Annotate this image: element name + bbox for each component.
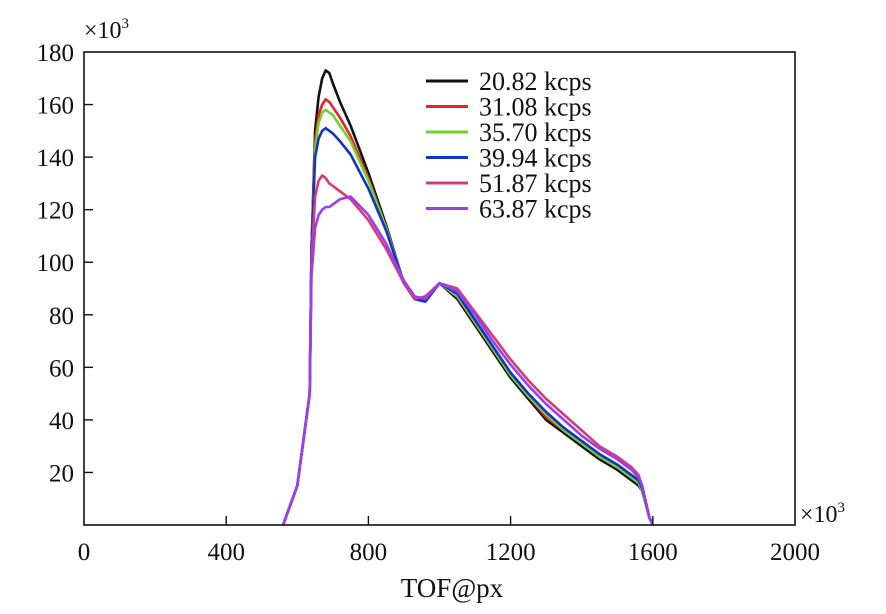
- y-tick-label: 60: [49, 355, 74, 382]
- series-line-3: [281, 108, 654, 526]
- series-line-5: [281, 174, 654, 526]
- series-line-4: [281, 126, 654, 526]
- x-tick-label: 1600: [628, 539, 678, 566]
- y-axis-multiplier: ×103: [84, 16, 129, 44]
- x-tick-label: 2000: [770, 539, 820, 566]
- x-tick-label: 800: [350, 539, 388, 566]
- y-tick-label: 20: [49, 460, 74, 487]
- y-tick-label: 80: [49, 303, 74, 330]
- legend-label: 63.87 kcps: [479, 195, 592, 224]
- y-tick-label: 180: [37, 40, 75, 67]
- y-tick-label: 160: [37, 93, 75, 120]
- plot-frame: [83, 51, 796, 526]
- y-tick-label: 140: [37, 145, 75, 172]
- x-axis-multiplier: ×103: [800, 500, 845, 528]
- x-tick-label: 400: [207, 539, 245, 566]
- series-line-6: [281, 195, 654, 526]
- y-tick-label: 120: [37, 198, 75, 225]
- axis-ticks: 0 400 800 1200 1600 2000 20 40 60 80 100 120 140 160 1…: [37, 40, 821, 566]
- x-axis-title: TOF@px: [401, 573, 504, 603]
- legend-label: 35.70 kcps: [479, 118, 592, 147]
- legend-label: 51.87 kcps: [479, 169, 592, 198]
- x-tick-label: 1200: [486, 539, 536, 566]
- legend-label: 20.82 kcps: [479, 67, 592, 96]
- y-tick-label: 100: [37, 250, 75, 277]
- legend-label: 39.94 kcps: [479, 144, 592, 173]
- legend-label: 31.08 kcps: [479, 93, 592, 122]
- y-tick-label: 40: [49, 408, 74, 435]
- x-tick-label: 0: [78, 539, 91, 566]
- plot-area: [281, 69, 654, 526]
